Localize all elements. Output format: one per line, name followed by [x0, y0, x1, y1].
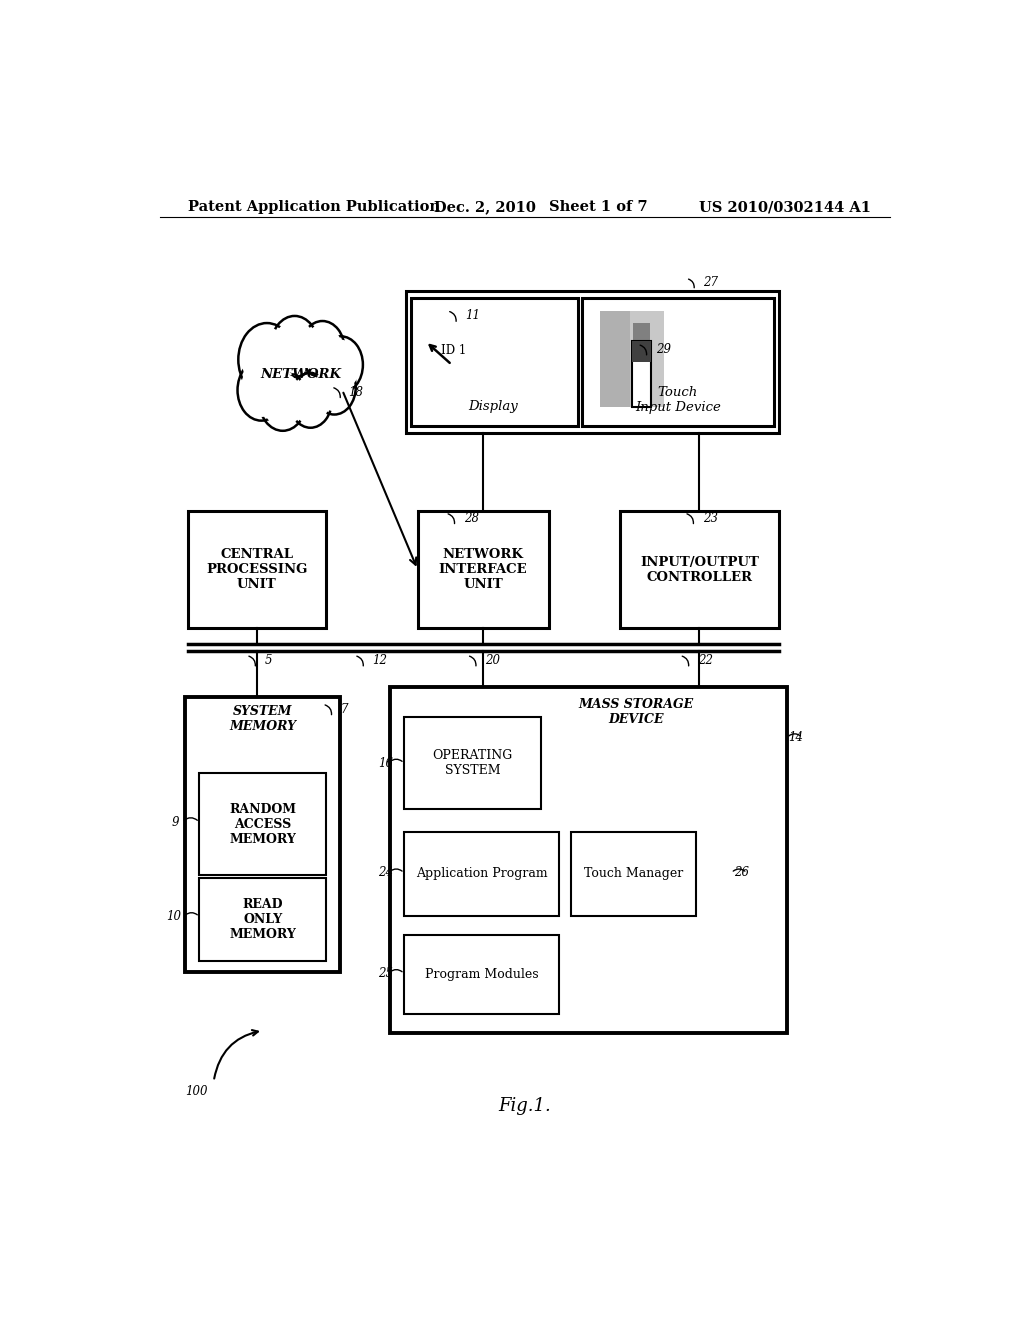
Circle shape	[313, 359, 355, 414]
Text: 9: 9	[172, 816, 179, 829]
Text: 24: 24	[378, 866, 393, 879]
Text: 22: 22	[697, 653, 713, 667]
Text: RANDOM
ACCESS
MEMORY: RANDOM ACCESS MEMORY	[229, 803, 296, 846]
Circle shape	[241, 363, 283, 417]
Text: 10: 10	[166, 909, 181, 923]
Text: INPUT/OUTPUT
CONTROLLER: INPUT/OUTPUT CONTROLLER	[640, 556, 759, 583]
Text: 16: 16	[378, 756, 393, 770]
Text: Sheet 1 of 7: Sheet 1 of 7	[549, 201, 647, 214]
Circle shape	[322, 339, 360, 389]
Text: 20: 20	[485, 653, 500, 667]
Text: ID 1: ID 1	[441, 345, 467, 356]
FancyBboxPatch shape	[412, 297, 578, 426]
Text: Touch
Input Device: Touch Input Device	[635, 387, 721, 414]
Text: SYSTEM
MEMORY: SYSTEM MEMORY	[229, 705, 296, 734]
FancyBboxPatch shape	[418, 511, 549, 628]
Text: NETWORK: NETWORK	[260, 368, 342, 381]
Text: READ
ONLY
MEMORY: READ ONLY MEMORY	[229, 898, 296, 941]
Text: CENTRAL
PROCESSING
UNIT: CENTRAL PROCESSING UNIT	[206, 548, 307, 591]
Text: Program Modules: Program Modules	[425, 968, 539, 981]
Text: Patent Application Publication: Patent Application Publication	[187, 201, 439, 214]
Text: Touch Manager: Touch Manager	[584, 867, 683, 880]
Text: NETWORK
INTERFACE
UNIT: NETWORK INTERFACE UNIT	[439, 548, 527, 591]
Circle shape	[239, 323, 296, 396]
Text: 7: 7	[341, 702, 348, 715]
FancyBboxPatch shape	[404, 833, 559, 916]
FancyBboxPatch shape	[600, 312, 664, 408]
Text: 27: 27	[702, 276, 718, 289]
Text: 14: 14	[788, 731, 803, 744]
Text: 12: 12	[373, 653, 387, 667]
Bar	[600, 312, 631, 408]
Text: 18: 18	[348, 385, 364, 399]
FancyBboxPatch shape	[570, 833, 696, 916]
Circle shape	[238, 359, 285, 421]
Text: 5: 5	[264, 653, 272, 667]
FancyBboxPatch shape	[404, 935, 559, 1014]
Text: 11: 11	[465, 309, 480, 322]
FancyBboxPatch shape	[632, 342, 651, 362]
Text: Fig.1.: Fig.1.	[499, 1097, 551, 1114]
FancyBboxPatch shape	[187, 511, 327, 628]
Text: OPERATING
SYSTEM: OPERATING SYSTEM	[432, 750, 513, 777]
FancyBboxPatch shape	[632, 342, 651, 408]
Circle shape	[273, 319, 315, 374]
Circle shape	[315, 363, 353, 412]
Circle shape	[300, 321, 345, 378]
FancyBboxPatch shape	[185, 697, 340, 972]
FancyBboxPatch shape	[200, 878, 327, 961]
Circle shape	[289, 372, 332, 428]
Text: 28: 28	[464, 512, 478, 525]
Text: 25: 25	[378, 968, 393, 979]
Circle shape	[292, 376, 330, 425]
Text: MASS STORAGE
DEVICE: MASS STORAGE DEVICE	[579, 698, 693, 726]
Text: Display: Display	[468, 400, 518, 413]
Circle shape	[259, 370, 306, 430]
FancyBboxPatch shape	[406, 290, 778, 433]
Text: 29: 29	[655, 343, 671, 356]
Circle shape	[318, 337, 362, 393]
Circle shape	[242, 327, 292, 392]
FancyBboxPatch shape	[200, 774, 327, 875]
Text: US 2010/0302144 A1: US 2010/0302144 A1	[699, 201, 871, 214]
Circle shape	[270, 315, 318, 378]
Circle shape	[303, 325, 342, 375]
Text: Dec. 2, 2010: Dec. 2, 2010	[433, 201, 536, 214]
FancyBboxPatch shape	[404, 718, 541, 809]
Circle shape	[262, 374, 304, 428]
Text: 100: 100	[185, 1085, 208, 1098]
FancyBboxPatch shape	[390, 686, 786, 1032]
Text: 23: 23	[702, 512, 718, 525]
FancyBboxPatch shape	[582, 297, 774, 426]
FancyBboxPatch shape	[633, 323, 650, 354]
FancyBboxPatch shape	[620, 511, 779, 628]
Text: 26: 26	[734, 866, 750, 879]
Text: Application Program: Application Program	[416, 867, 548, 880]
